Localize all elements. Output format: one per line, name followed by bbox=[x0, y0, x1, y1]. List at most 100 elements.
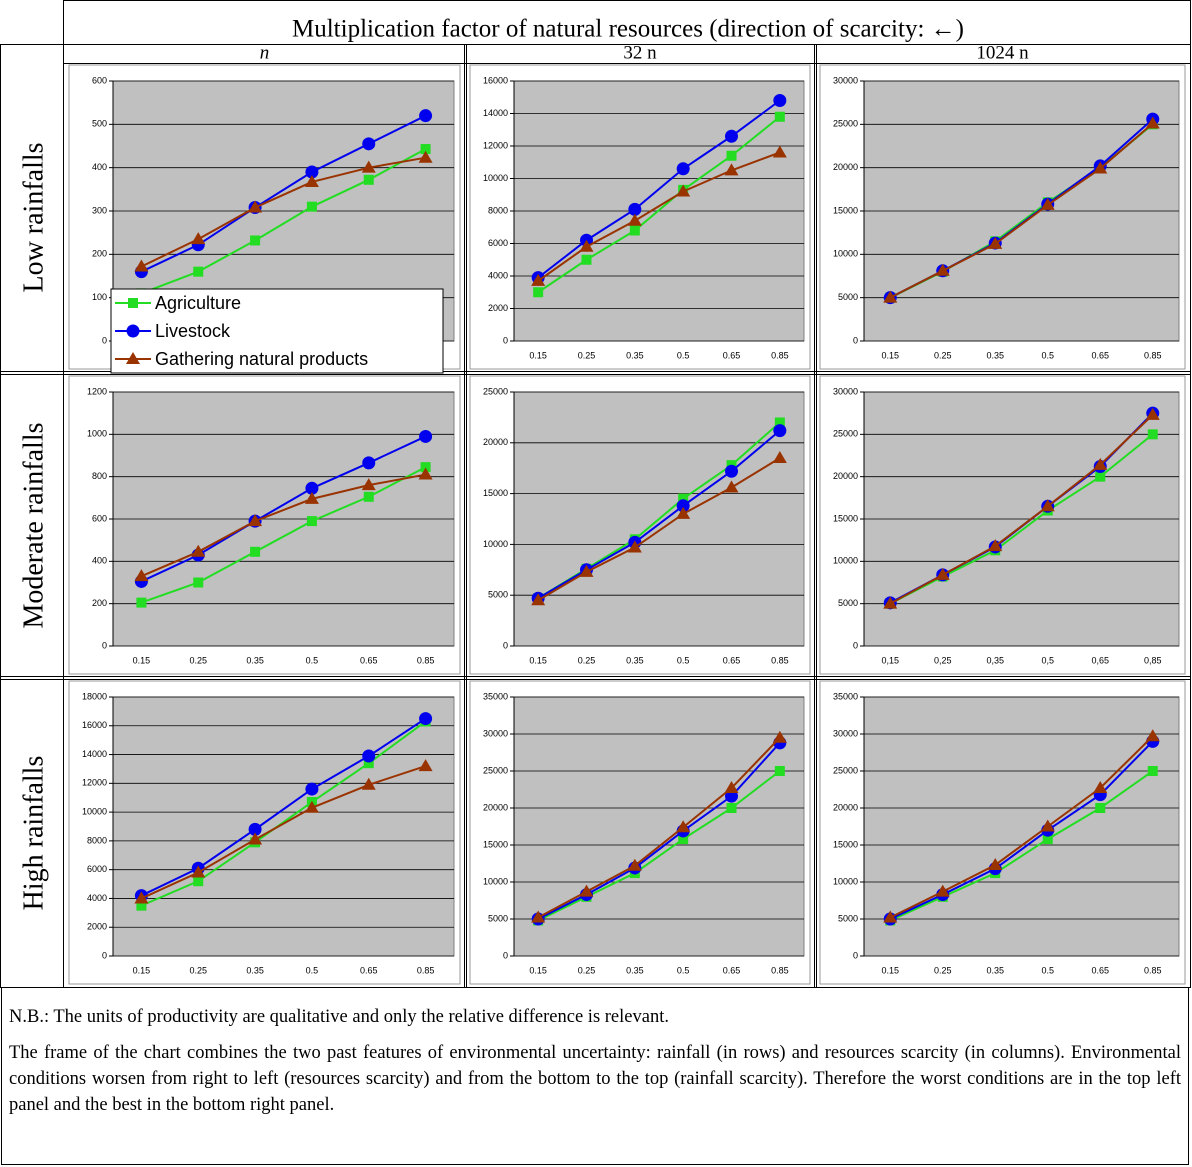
x-tick-label: 0.15 bbox=[529, 655, 547, 665]
series-line bbox=[537, 429, 781, 600]
marker bbox=[627, 858, 642, 871]
y-tick-label: 5000 bbox=[838, 913, 858, 923]
y-tick-label: 400 bbox=[92, 556, 107, 566]
marker bbox=[305, 481, 319, 495]
x-tick-label: 0.65 bbox=[723, 655, 741, 665]
y-tick-label: 15000 bbox=[833, 839, 858, 849]
legend bbox=[110, 288, 444, 374]
plot-area bbox=[513, 696, 805, 957]
x-tick-label: 0.35 bbox=[246, 965, 264, 975]
marker bbox=[193, 266, 204, 277]
marker bbox=[134, 891, 149, 904]
x-tick-label: 0.35 bbox=[986, 965, 1004, 975]
y-tick-label: 10000 bbox=[483, 876, 508, 886]
series-line bbox=[140, 114, 427, 273]
marker bbox=[305, 165, 319, 179]
marker bbox=[629, 225, 640, 236]
x-tick-label: 0.65 bbox=[360, 965, 378, 975]
marker bbox=[676, 820, 691, 833]
series-line bbox=[889, 735, 1154, 919]
marker bbox=[772, 145, 787, 158]
y-tick-label: 16000 bbox=[82, 720, 107, 730]
y-tick-label: 25000 bbox=[833, 119, 858, 129]
y-tick-label: 600 bbox=[92, 513, 107, 523]
marker bbox=[304, 800, 319, 813]
y-tick-label: 2000 bbox=[87, 922, 107, 932]
x-tick-label: 0.5 bbox=[677, 965, 690, 975]
marker bbox=[772, 730, 787, 743]
y-tick-label: 15000 bbox=[483, 839, 508, 849]
plot-area bbox=[863, 696, 1180, 957]
row-header: Moderate rainfalls bbox=[18, 422, 49, 628]
marker bbox=[250, 546, 261, 557]
marker bbox=[363, 758, 374, 769]
marker bbox=[676, 499, 690, 513]
y-tick-label: 600 bbox=[92, 75, 107, 85]
y-tick-label: 2000 bbox=[488, 303, 508, 313]
marker bbox=[248, 514, 263, 527]
marker bbox=[531, 593, 546, 606]
y-tick-label: 400 bbox=[92, 162, 107, 172]
marker bbox=[193, 876, 204, 887]
y-tick-label: 10000 bbox=[833, 556, 858, 566]
marker bbox=[628, 202, 642, 216]
marker bbox=[725, 129, 738, 143]
x-tick-label: 0.25 bbox=[578, 655, 596, 665]
y-tick-label: 30000 bbox=[833, 728, 858, 738]
y-tick-label: 35000 bbox=[483, 691, 508, 701]
x-tick-label: 0.15 bbox=[881, 965, 899, 975]
marker bbox=[774, 111, 785, 122]
series-line bbox=[140, 156, 426, 268]
marker bbox=[1145, 116, 1160, 129]
y-tick-label: 5000 bbox=[838, 292, 858, 302]
marker bbox=[1093, 781, 1108, 794]
marker bbox=[883, 290, 898, 303]
x-tick-label: 0.85 bbox=[771, 655, 789, 665]
marker bbox=[579, 884, 594, 897]
y-tick-label: 5000 bbox=[488, 913, 508, 923]
y-tick-label: 0 bbox=[503, 950, 508, 960]
x-tick-label: 0.25 bbox=[578, 350, 596, 360]
series-line bbox=[141, 473, 426, 578]
x-tick-label: 0.5 bbox=[306, 965, 319, 975]
y-tick-label: 10000 bbox=[833, 876, 858, 886]
x-tick-label: 0.35 bbox=[626, 350, 644, 360]
marker bbox=[305, 782, 319, 796]
marker bbox=[1147, 766, 1158, 776]
x-tick-label: 0.15 bbox=[529, 350, 547, 360]
x-tick-label: 0,15 bbox=[881, 655, 899, 665]
marker bbox=[361, 478, 376, 491]
series-line bbox=[141, 466, 427, 604]
marker bbox=[935, 263, 950, 276]
y-tick-label: 0 bbox=[102, 335, 107, 345]
series-line bbox=[140, 717, 427, 897]
y-tick-label: 14000 bbox=[82, 749, 107, 759]
y-tick-label: 0 bbox=[503, 335, 508, 345]
marker bbox=[883, 596, 898, 609]
chart: 0 2000 4000 6000 8000 10000 12000 14000 16000 180… bbox=[68, 680, 461, 985]
series-line bbox=[537, 115, 781, 294]
marker bbox=[883, 910, 898, 923]
y-tick-label: 20000 bbox=[833, 162, 858, 172]
marker bbox=[420, 462, 431, 473]
x-tick-label: 0.35 bbox=[626, 965, 644, 975]
y-tick-label: 300 bbox=[92, 205, 107, 215]
y-tick-label: 0 bbox=[102, 950, 107, 960]
x-tick-label: 0.25 bbox=[578, 965, 596, 975]
marker bbox=[724, 781, 739, 794]
x-tick-label: 0.85 bbox=[1144, 350, 1162, 360]
x-tick-label: 0.85 bbox=[1144, 965, 1162, 975]
marker bbox=[676, 162, 690, 176]
y-tick-label: 500 bbox=[92, 119, 107, 129]
marker bbox=[773, 94, 787, 107]
marker bbox=[193, 577, 204, 588]
marker bbox=[128, 298, 138, 308]
note: N.B.: The units of productivity are qual… bbox=[9, 1007, 669, 1027]
series-line bbox=[141, 765, 426, 900]
y-tick-label: 8000 bbox=[87, 835, 107, 845]
series-line bbox=[889, 770, 1154, 922]
series-line bbox=[537, 742, 781, 920]
y-tick-label: 0 bbox=[853, 335, 858, 345]
marker bbox=[724, 163, 739, 176]
chart-table: Multiplication factor of natural resourc… bbox=[0, 0, 1191, 988]
